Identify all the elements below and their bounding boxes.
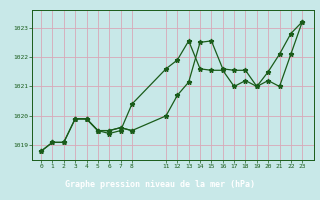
- Text: Graphe pression niveau de la mer (hPa): Graphe pression niveau de la mer (hPa): [65, 180, 255, 189]
